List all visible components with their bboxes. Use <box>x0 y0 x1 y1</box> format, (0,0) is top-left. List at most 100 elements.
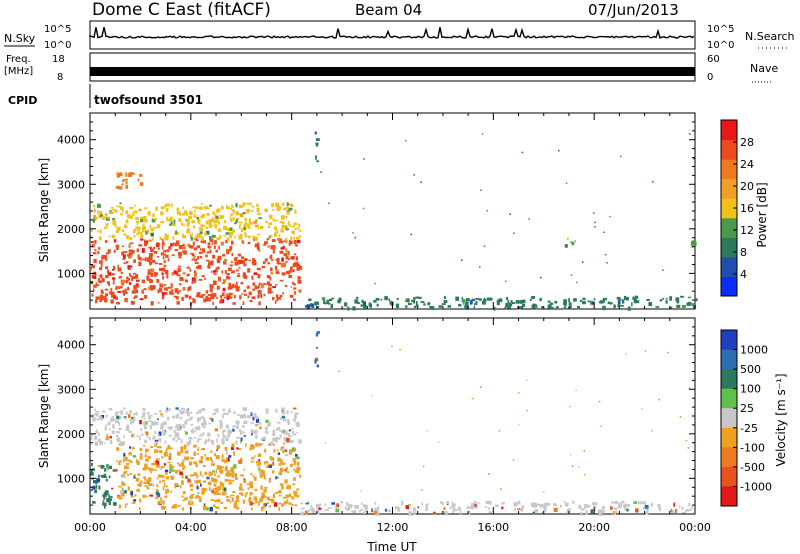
data-cell <box>224 478 228 482</box>
data-cell <box>178 218 182 222</box>
data-cell <box>97 474 100 478</box>
data-cell <box>198 498 202 503</box>
data-cell <box>259 225 264 230</box>
data-cell <box>138 435 141 441</box>
data-cell <box>156 477 159 480</box>
data-cell <box>120 279 125 284</box>
data-cell <box>194 430 197 433</box>
data-cell <box>263 244 267 246</box>
data-cell <box>113 265 115 270</box>
data-cell <box>139 498 142 503</box>
data-cell <box>346 502 349 507</box>
data-cell <box>133 499 137 502</box>
data-cell <box>641 501 646 505</box>
data-cell <box>396 297 399 300</box>
data-cell <box>294 412 299 415</box>
data-cell <box>107 216 111 219</box>
data-cell <box>270 267 273 272</box>
data-cell <box>160 415 164 418</box>
data-cell <box>197 219 201 224</box>
data-cell <box>566 511 570 514</box>
data-cell <box>279 221 284 224</box>
data-cell <box>493 306 496 311</box>
data-cell <box>95 410 100 413</box>
data-cell <box>145 431 149 436</box>
data-cell <box>266 496 270 500</box>
data-cell <box>609 302 612 305</box>
data-cell <box>267 225 270 228</box>
data-cell <box>121 487 124 493</box>
data-cell <box>626 509 629 512</box>
data-cell <box>95 429 98 434</box>
data-cell <box>159 480 161 484</box>
data-cell <box>209 417 213 420</box>
data-cell <box>188 211 193 216</box>
data-cell <box>171 469 175 472</box>
data-cell <box>292 298 296 301</box>
data-cell <box>213 487 217 491</box>
data-cell <box>254 488 258 492</box>
data-cell <box>348 504 352 509</box>
data-cell <box>130 420 133 425</box>
data-cell <box>265 408 269 411</box>
data-cell <box>534 509 537 511</box>
data-dot <box>518 392 520 394</box>
data-cell <box>239 483 243 487</box>
data-cell <box>183 465 186 468</box>
data-cell <box>258 461 261 465</box>
data-cell <box>237 259 241 265</box>
data-cell <box>646 298 650 301</box>
data-cell <box>139 420 142 425</box>
data-cell <box>295 236 300 240</box>
data-cell <box>178 256 182 259</box>
data-cell <box>132 275 135 279</box>
data-cell <box>188 295 192 300</box>
data-cell <box>142 258 145 261</box>
data-cell <box>354 299 359 304</box>
data-cell <box>170 288 174 293</box>
data-cell <box>123 441 125 446</box>
data-cell <box>162 267 166 272</box>
data-cell <box>253 430 257 434</box>
data-cell <box>262 507 265 509</box>
data-cell <box>192 428 194 431</box>
data-cell <box>219 299 222 304</box>
data-cell <box>158 431 162 436</box>
data-cell <box>257 294 260 298</box>
data-cell <box>288 429 291 432</box>
y-tick-label: 4000 <box>57 134 85 147</box>
data-cell <box>141 230 145 233</box>
data-cell <box>299 474 302 478</box>
data-cell <box>95 282 98 286</box>
data-cell <box>233 451 236 456</box>
data-cell <box>169 290 173 295</box>
data-cell <box>182 206 184 210</box>
data-cell <box>230 468 233 472</box>
data-cell <box>611 506 614 509</box>
data-cell <box>200 460 203 464</box>
data-cell <box>125 172 128 177</box>
data-cell <box>121 251 125 256</box>
data-cell <box>279 494 282 497</box>
data-cell <box>618 297 621 302</box>
data-cell <box>145 230 148 235</box>
data-cell <box>286 271 290 275</box>
data-cell <box>231 497 234 502</box>
colorbar-swatch <box>721 139 737 160</box>
data-cell <box>355 505 359 510</box>
colorbar-swatch <box>721 159 737 180</box>
data-cell <box>110 292 115 296</box>
data-cell <box>178 245 183 250</box>
data-cell <box>129 472 132 475</box>
data-cell <box>98 261 101 264</box>
data-cell <box>164 452 168 457</box>
data-cell <box>154 275 157 277</box>
data-cell <box>195 295 199 297</box>
data-cell <box>105 424 108 428</box>
data-cell <box>145 448 149 452</box>
data-cell <box>465 301 469 306</box>
data-cell <box>216 259 221 264</box>
data-cell <box>281 448 286 452</box>
data-dot <box>391 345 393 348</box>
